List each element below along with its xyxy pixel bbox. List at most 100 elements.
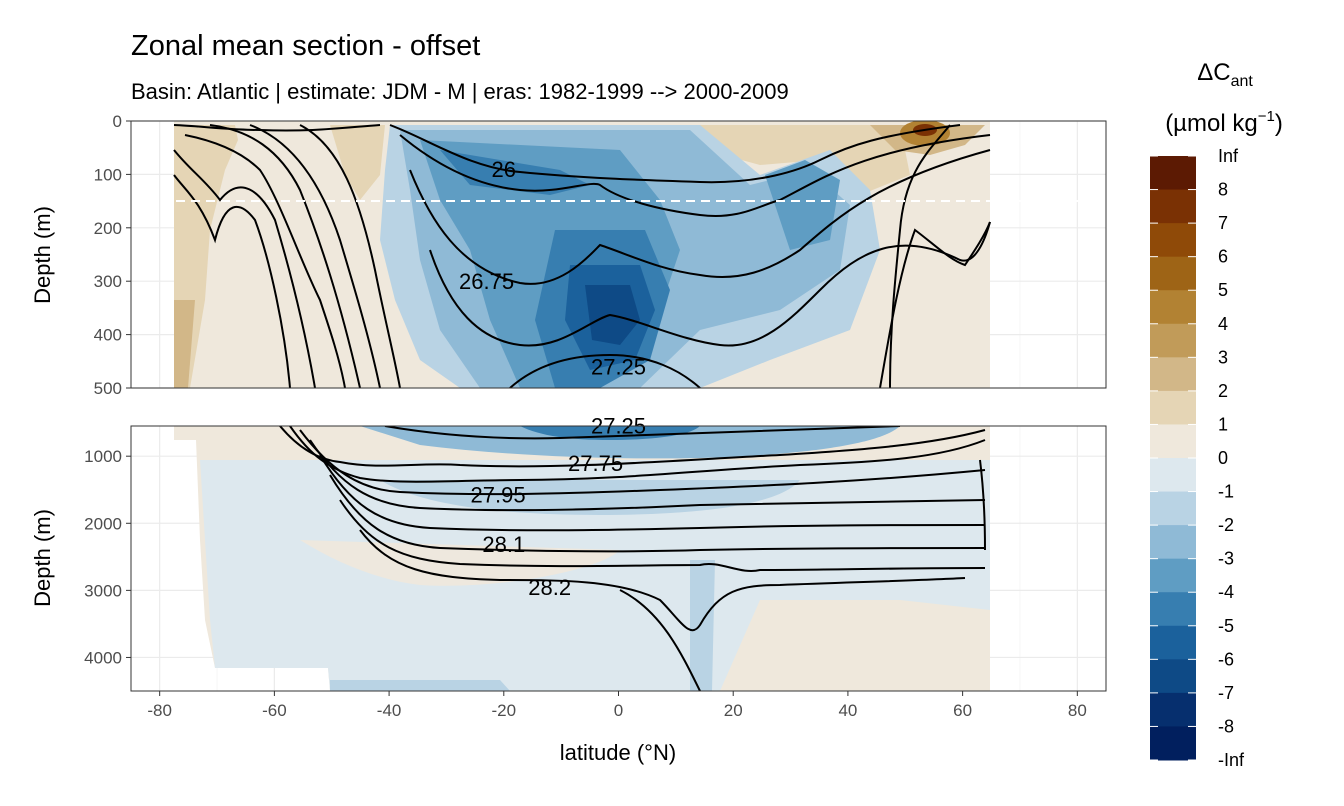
y-axis-label-lower: Depth (m): [30, 509, 55, 607]
isopycnal-line: [889, 124, 951, 388]
isopycnal-line: [209, 124, 361, 388]
upper-isopycnals: [173, 124, 991, 388]
isopycnal-label: 26.75: [459, 269, 514, 294]
legend-unit-close: ): [1275, 110, 1283, 137]
upper-contour-labels: 26 26.75 27.25: [459, 157, 646, 380]
legend-tick-label: 3: [1218, 347, 1228, 367]
lower-blue-region-2: [520, 426, 700, 440]
isopycnal-27.95-line: [309, 439, 986, 512]
legend-swatch: [1150, 659, 1196, 694]
legend-swatch: [1150, 726, 1196, 761]
x-tick-label: 0: [614, 701, 623, 720]
legend-swatch: [1150, 558, 1196, 593]
legend-swatch: [1150, 592, 1196, 627]
x-tick-label: -60: [262, 701, 287, 720]
upper-panel: 26 26.75 27.25 0 100 200 300 400 500 Depth (m): [30, 112, 1107, 398]
legend-swatch: [1150, 491, 1196, 526]
legend-tick-labels: Inf 8 7 6 5 4 3 2 1 0 -1 -2 -3 -4 -5 -6 -7 -8 -Inf: [1150, 146, 1245, 770]
legend-tick-label: -8: [1218, 716, 1234, 736]
y-tick-label: 4000: [84, 648, 122, 667]
legend-swatch: [1150, 458, 1196, 493]
y-tick-label: 400: [94, 326, 122, 345]
legend-tick-label: 1: [1218, 414, 1228, 434]
isopycnal-line: [319, 454, 986, 532]
isopycnal-line: [279, 426, 986, 468]
legend-swatch: [1150, 189, 1196, 224]
isopycnal-label: 28.2: [528, 575, 571, 600]
legend-tick-label: 6: [1218, 247, 1228, 267]
legend-swatch: [1150, 525, 1196, 560]
legend-tick-label: 0: [1218, 448, 1228, 468]
upper-y-axis: 0 100 200 300 400 500: [94, 112, 131, 398]
y-tick-label: 100: [94, 165, 122, 184]
lower-y-axis: 1000 2000 3000 4000: [84, 447, 131, 667]
legend-unit-sup: −1: [1258, 108, 1275, 125]
legend-title-sub: ant: [1231, 73, 1254, 90]
isopycnal-27.25-line: [384, 426, 901, 440]
chart-subtitle: Basin: Atlantic | estimate: JDM - M | er…: [131, 79, 789, 104]
legend-tick-label: Inf: [1218, 146, 1239, 166]
y-tick-label: 500: [94, 379, 122, 398]
isopycnal-line: [619, 589, 701, 691]
legend-colorbar: [1150, 156, 1196, 761]
chart-title: Zonal mean section - offset: [131, 30, 480, 62]
legend-swatch: [1150, 290, 1196, 325]
legend-swatch: [1150, 156, 1196, 191]
y-tick-label: 3000: [84, 581, 122, 600]
isopycnal-line: [299, 429, 986, 496]
legend-swatch: [1150, 223, 1196, 258]
isopycnal-label: 28.1: [482, 532, 525, 557]
x-tick-label: 20: [724, 701, 743, 720]
x-tick-label: -80: [147, 701, 172, 720]
x-tick-label: -20: [492, 701, 517, 720]
x-tick-label: -40: [377, 701, 402, 720]
isopycnal-line: [429, 221, 991, 347]
x-tick-label: 60: [953, 701, 972, 720]
legend-swatch: [1150, 390, 1196, 425]
lower-field: [174, 426, 990, 691]
isopycnal-line: [173, 149, 316, 388]
x-tick-label: 80: [1068, 701, 1087, 720]
lower-blue-region: [360, 426, 900, 459]
x-tick-label: 40: [838, 701, 857, 720]
upper-tan-region-mid: [330, 125, 385, 200]
x-axis: -80 -60 -40 -20 0 20 40 60 80: [147, 691, 1087, 720]
isopycnal-label: 26: [492, 157, 516, 182]
y-tick-label: 200: [94, 219, 122, 238]
isopycnal-26-line: [389, 124, 961, 184]
legend-tick-label: -1: [1218, 482, 1234, 502]
upper-blue-region-north: [765, 160, 840, 250]
y-tick-label: 300: [94, 272, 122, 291]
x-axis-label: latitude (°N): [560, 740, 676, 765]
lower-field-zero-region: [200, 460, 990, 691]
legend-swatch: [1150, 323, 1196, 358]
isopycnal-line: [173, 174, 291, 388]
colorbar-legend: ΔCant (µmol kg−1) Inf 8 7 6 5 4 3 2 1 0 -1 -2 -3 -4 -5…: [1150, 59, 1283, 770]
isopycnal-28.2-line: [359, 529, 966, 632]
isopycnal-line: [339, 499, 986, 572]
legend-tick-label: -2: [1218, 515, 1234, 535]
y-tick-label: 2000: [84, 514, 122, 533]
legend-tick-label: -4: [1218, 582, 1234, 602]
lower-blue-bottom: [330, 680, 510, 691]
legend-swatch: [1150, 424, 1196, 459]
legend-tick-label: -5: [1218, 616, 1234, 636]
isopycnal-label: 27.95: [471, 482, 526, 507]
isopycnal-line: [399, 134, 991, 217]
legend-swatch: [1150, 625, 1196, 660]
isopycnal-line: [184, 134, 346, 388]
y-tick-label: 1000: [84, 447, 122, 466]
legend-swatch: [1150, 357, 1196, 392]
legend-unit-main: (µmol kg: [1165, 110, 1258, 137]
legend-tick-label: 4: [1218, 314, 1228, 334]
isopycnal-28.1-line: [329, 474, 986, 553]
legend-swatch: [1150, 692, 1196, 727]
isopycnal-label: 27.25: [591, 355, 646, 380]
upper-darktan-region-south: [174, 300, 195, 388]
legend-title-main: ΔC: [1197, 59, 1230, 86]
isopycnal-27.25-line: [509, 353, 701, 388]
isopycnal-27.75-line: [289, 426, 986, 483]
legend-title: ΔCant: [1197, 59, 1253, 90]
